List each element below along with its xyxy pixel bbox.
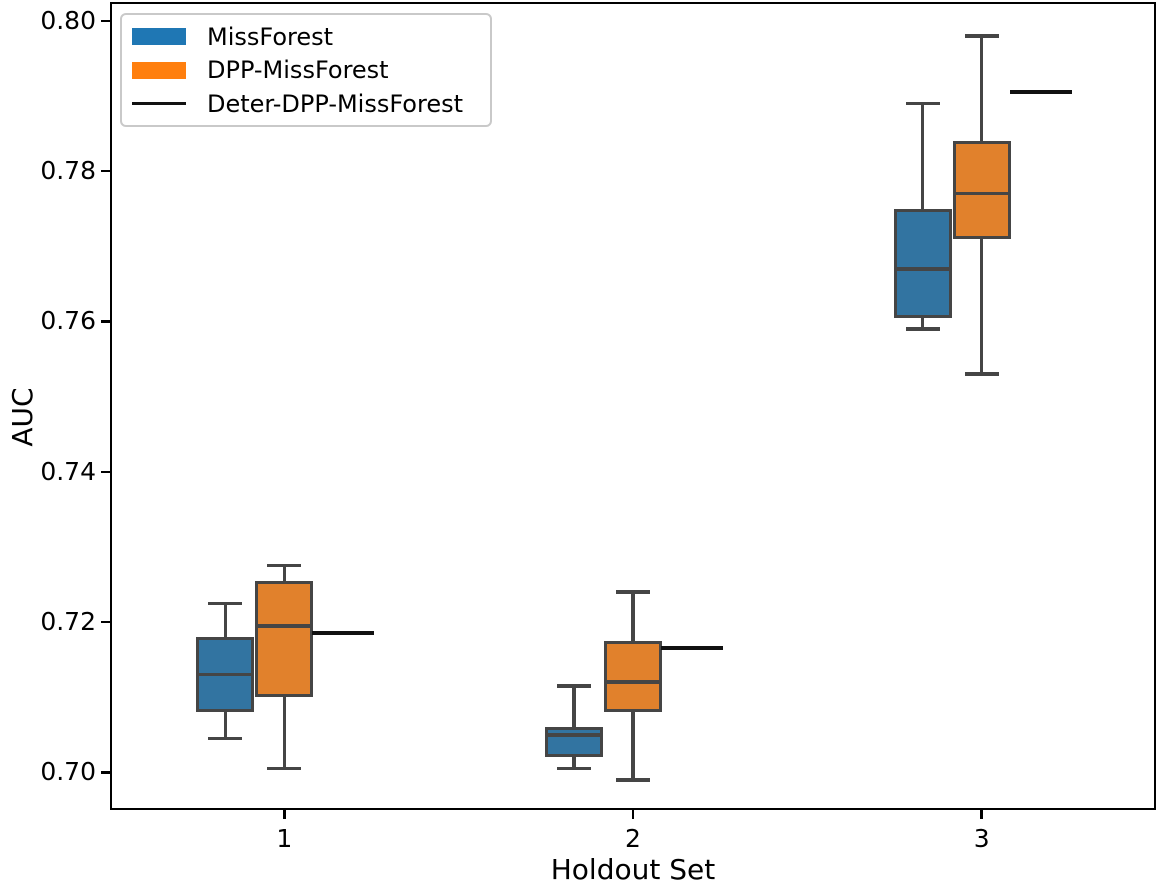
deter-line-deter-dpp-missforest-holdout-3 <box>1009 90 1072 95</box>
x-tick-label: 1 <box>276 824 293 853</box>
box-dpp-missforest-holdout-2 <box>604 640 662 713</box>
box-missforest-holdout-3 <box>893 208 952 318</box>
whisker-cap-upper-dpp-missforest-holdout-1 <box>267 563 302 568</box>
legend-item-deter-dpp-missforest: Deter-DPP-MissForest <box>132 90 480 118</box>
whisker-lower-dpp-missforest-holdout-2 <box>631 712 635 780</box>
whisker-cap-lower-missforest-holdout-2 <box>557 766 591 771</box>
y-tick-mark <box>101 320 110 323</box>
whisker-cap-lower-dpp-missforest-holdout-3 <box>964 372 999 376</box>
whisker-lower-missforest-holdout-2 <box>572 757 576 769</box>
deter-line-deter-dpp-missforest-holdout-1 <box>312 631 375 636</box>
median-dpp-missforest-holdout-3 <box>952 191 1011 196</box>
y-tick-label: 0.78 <box>40 156 96 186</box>
whisker-cap-lower-missforest-holdout-1 <box>208 736 243 741</box>
legend-label-missforest: MissForest <box>207 22 334 51</box>
y-tick-mark <box>101 470 110 474</box>
whisker-cap-upper-dpp-missforest-holdout-2 <box>616 590 650 594</box>
box-dpp-missforest-holdout-3 <box>952 141 1011 239</box>
y-tick-label: 0.74 <box>40 456 96 486</box>
whisker-lower-missforest-holdout-3 <box>920 317 925 329</box>
median-dpp-missforest-holdout-1 <box>255 624 314 628</box>
whisker-upper-dpp-missforest-holdout-3 <box>979 35 984 142</box>
y-tick-label: 0.70 <box>40 757 96 787</box>
median-missforest-holdout-3 <box>893 267 952 271</box>
whisker-cap-upper-missforest-holdout-3 <box>905 101 940 106</box>
y-tick-label: 0.72 <box>40 607 96 637</box>
median-missforest-holdout-1 <box>196 672 255 677</box>
legend-item-missforest: MissForest <box>132 23 480 51</box>
legend-label-dpp-missforest: DPP-MissForest <box>207 56 389 84</box>
whisker-upper-missforest-holdout-1 <box>223 603 228 638</box>
deter-line-deter-dpp-missforest-holdout-2 <box>661 646 723 651</box>
y-tick-mark <box>101 19 110 23</box>
legend-swatch-dpp-missforest <box>132 61 186 79</box>
box-missforest-holdout-2 <box>545 727 603 758</box>
legend-label-deter-dpp-missforest: Deter-DPP-MissForest <box>207 89 464 118</box>
y-tick-label: 0.80 <box>40 5 96 35</box>
x-tick-mark <box>283 810 286 819</box>
whisker-cap-lower-missforest-holdout-3 <box>905 327 940 331</box>
y-tick-mark <box>101 620 110 624</box>
x-tick-mark <box>980 810 983 819</box>
x-tick-mark <box>631 810 635 819</box>
x-tick-label: 3 <box>973 824 990 853</box>
x-axis-label: Holdout Set <box>550 853 716 886</box>
median-dpp-missforest-holdout-2 <box>604 680 662 684</box>
whisker-cap-upper-missforest-holdout-2 <box>557 684 591 688</box>
whisker-upper-missforest-holdout-2 <box>572 685 576 728</box>
legend-line-sample-deter-dpp-missforest <box>132 102 186 105</box>
whisker-cap-lower-dpp-missforest-holdout-1 <box>267 766 302 771</box>
whisker-upper-missforest-holdout-3 <box>920 103 925 209</box>
whisker-cap-lower-dpp-missforest-holdout-2 <box>616 778 650 782</box>
legend: MissForest DPP-MissForest Deter-DPP-Miss… <box>120 13 492 127</box>
whisker-cap-upper-dpp-missforest-holdout-3 <box>964 34 999 38</box>
legend-item-dpp-missforest: DPP-MissForest <box>132 56 480 84</box>
whisker-upper-dpp-missforest-holdout-2 <box>631 592 635 641</box>
y-tick-mark <box>101 771 110 774</box>
box-dpp-missforest-holdout-1 <box>255 580 314 698</box>
whisker-lower-dpp-missforest-holdout-3 <box>979 238 984 375</box>
x-tick-label: 2 <box>625 824 641 853</box>
whisker-lower-dpp-missforest-holdout-1 <box>282 697 287 769</box>
whisker-cap-upper-missforest-holdout-1 <box>208 601 243 606</box>
median-missforest-holdout-2 <box>545 733 603 737</box>
y-tick-mark <box>101 169 110 173</box>
whisker-lower-missforest-holdout-1 <box>223 712 228 739</box>
legend-swatch-missforest <box>132 28 186 45</box>
y-tick-label: 0.76 <box>40 306 96 336</box>
whisker-upper-dpp-missforest-holdout-1 <box>282 565 287 581</box>
